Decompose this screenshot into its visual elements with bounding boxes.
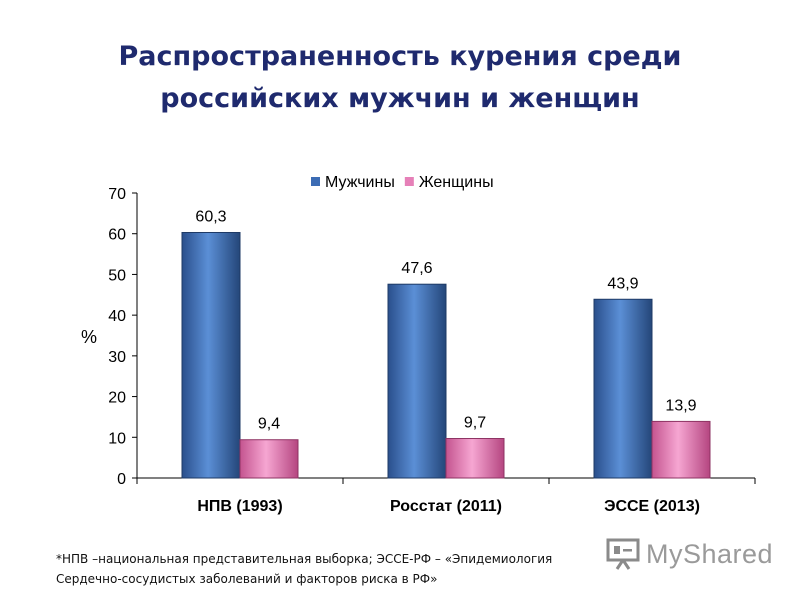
legend-swatch <box>311 177 320 186</box>
watermark: MyShared <box>606 536 773 572</box>
presentation-board-icon <box>606 538 640 570</box>
footnote-line-1: *НПВ –национальная представительная выбо… <box>56 552 553 566</box>
data-label: 9,7 <box>464 415 486 432</box>
bar-women <box>445 438 505 479</box>
slide-title-line-2: российских мужчин и женщин <box>160 83 640 114</box>
data-label: 9,4 <box>258 416 280 433</box>
y-tick-label: 50 <box>108 267 126 284</box>
bar-men <box>181 231 241 479</box>
bar-women <box>239 439 299 479</box>
data-label: 43,9 <box>607 275 638 292</box>
y-tick-label: 10 <box>108 430 126 447</box>
chart-legend: Мужчины Женщины <box>311 174 494 191</box>
y-tick-label: 60 <box>108 227 126 244</box>
y-tick-label: 30 <box>108 349 126 366</box>
slide-title-line-1: Распространенность курения среди <box>118 41 682 72</box>
data-label: 47,6 <box>401 260 432 277</box>
footnote: *НПВ –национальная представительная выбо… <box>56 549 616 589</box>
watermark-text: MyShared <box>646 538 774 569</box>
x-category-label: Росстат (2011) <box>390 498 502 515</box>
bar-men <box>593 298 653 479</box>
footnote-line-2: Сердечно-сосудистых заболеваний и фактор… <box>56 572 438 586</box>
x-category-label: НПВ (1993) <box>197 498 282 515</box>
legend-entry: Женщины <box>419 174 494 191</box>
chart-bars <box>181 231 711 479</box>
chart-axes: 0 10 20 30 40 50 60 70% НПВ (1993) Росстат (2011)… <box>81 186 756 515</box>
bar-women <box>651 420 711 479</box>
legend-entry: Мужчины <box>325 174 395 191</box>
x-category-label: ЭССЕ (2013) <box>604 498 700 515</box>
slide-title: Распространенность курения среди российс… <box>0 36 800 120</box>
chart-labels: 60,3 47,6 43,9 9,4 9,7 13,9 <box>195 208 696 432</box>
bar-men <box>387 283 447 479</box>
y-axis-label: % <box>81 327 97 347</box>
y-tick-label: 70 <box>108 186 126 203</box>
legend-swatch <box>404 177 414 186</box>
y-tick-label: 20 <box>108 390 126 407</box>
y-tick-label: 0 <box>117 471 126 488</box>
data-label: 60,3 <box>195 208 226 225</box>
y-tick-label: 40 <box>108 308 126 325</box>
data-label: 13,9 <box>665 397 696 414</box>
